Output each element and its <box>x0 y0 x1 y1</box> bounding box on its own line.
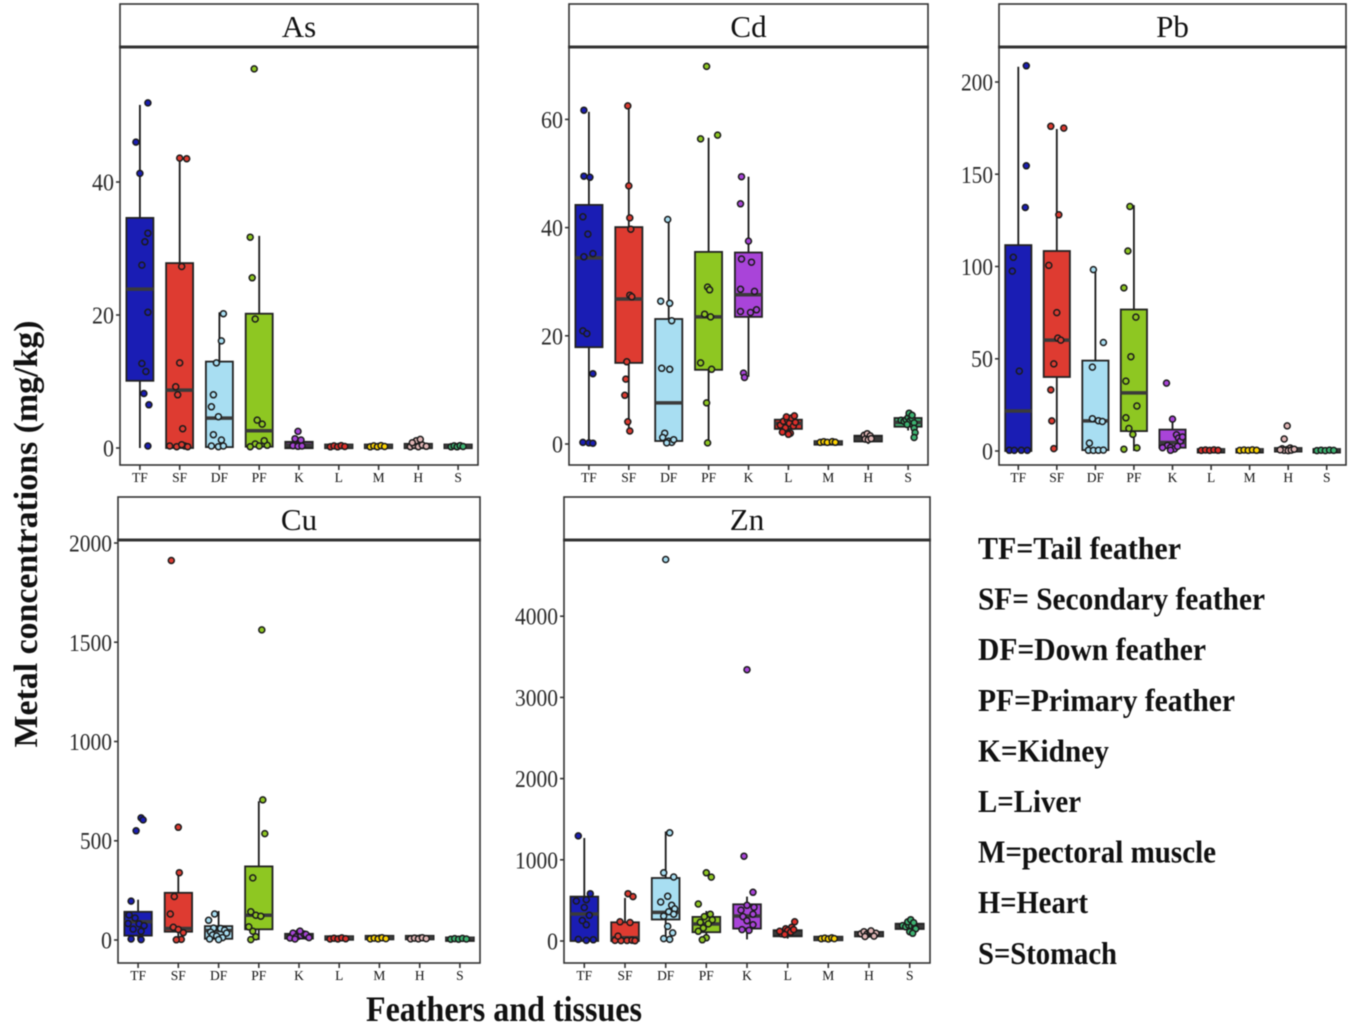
svg-text:3000: 3000 <box>515 686 558 712</box>
svg-text:200: 200 <box>961 71 993 97</box>
svg-text:SF= Secondary feather: SF= Secondary feather <box>978 581 1265 617</box>
svg-text:1000: 1000 <box>515 848 558 874</box>
svg-text:PF: PF <box>699 968 715 983</box>
svg-text:S: S <box>904 470 912 485</box>
svg-text:As: As <box>282 9 316 44</box>
svg-text:40: 40 <box>92 171 114 197</box>
svg-text:L=Liver: L=Liver <box>978 783 1081 819</box>
svg-text:PF: PF <box>251 968 267 983</box>
svg-text:SF: SF <box>1049 470 1065 485</box>
svg-text:TF: TF <box>132 470 148 485</box>
svg-text:40: 40 <box>541 216 563 242</box>
svg-text:M=pectoral muscle: M=pectoral muscle <box>978 834 1216 870</box>
svg-text:60: 60 <box>541 108 563 134</box>
svg-text:2000: 2000 <box>515 767 558 793</box>
svg-text:M: M <box>822 968 834 983</box>
svg-text:DF: DF <box>210 968 228 983</box>
svg-text:S=Stomach: S=Stomach <box>978 935 1117 971</box>
svg-text:TF: TF <box>581 470 597 485</box>
svg-text:TF=Tail feather: TF=Tail feather <box>978 530 1181 566</box>
svg-text:L: L <box>1207 470 1215 485</box>
svg-text:S: S <box>454 470 462 485</box>
svg-text:Zn: Zn <box>730 502 765 537</box>
svg-text:H: H <box>864 968 874 983</box>
svg-text:SF: SF <box>172 470 188 485</box>
svg-text:DF: DF <box>660 470 678 485</box>
svg-text:H: H <box>413 470 423 485</box>
svg-text:DF: DF <box>1087 470 1105 485</box>
svg-text:DF: DF <box>211 470 229 485</box>
svg-text:S: S <box>1323 470 1331 485</box>
svg-text:0: 0 <box>982 440 993 466</box>
svg-text:SF: SF <box>171 968 187 983</box>
svg-text:PF=Primary feather: PF=Primary feather <box>978 682 1235 718</box>
svg-text:Cd: Cd <box>730 9 767 44</box>
svg-text:100: 100 <box>961 255 993 281</box>
svg-text:K: K <box>744 470 754 485</box>
svg-text:M: M <box>1244 470 1256 485</box>
svg-text:S: S <box>456 968 464 983</box>
svg-text:H: H <box>1283 470 1293 485</box>
svg-text:H: H <box>415 968 425 983</box>
svg-text:0: 0 <box>547 930 558 956</box>
svg-text:K: K <box>294 968 304 983</box>
svg-text:L: L <box>335 470 343 485</box>
svg-text:SF: SF <box>621 470 637 485</box>
svg-text:TF: TF <box>130 968 146 983</box>
svg-text:20: 20 <box>92 304 114 330</box>
svg-text:M: M <box>373 968 385 983</box>
svg-text:20: 20 <box>541 324 563 350</box>
svg-text:PF: PF <box>252 470 268 485</box>
svg-text:Metal concentrations (mg/kg): Metal concentrations (mg/kg) <box>8 321 45 748</box>
svg-text:SF: SF <box>617 968 633 983</box>
svg-text:1500: 1500 <box>69 631 112 657</box>
svg-text:S: S <box>906 968 914 983</box>
svg-text:M: M <box>822 470 834 485</box>
svg-text:Cu: Cu <box>281 502 317 537</box>
svg-text:Feathers and tissues: Feathers and tissues <box>366 989 642 1026</box>
svg-text:M: M <box>373 470 385 485</box>
svg-text:TF: TF <box>576 968 592 983</box>
svg-text:500: 500 <box>80 829 112 855</box>
svg-text:H=Heart: H=Heart <box>978 884 1088 920</box>
svg-text:L: L <box>335 968 343 983</box>
svg-text:PF: PF <box>1126 470 1142 485</box>
svg-text:K: K <box>1168 470 1178 485</box>
svg-text:150: 150 <box>961 163 993 189</box>
svg-text:L: L <box>784 470 792 485</box>
svg-text:1000: 1000 <box>69 730 112 756</box>
svg-text:50: 50 <box>971 347 993 373</box>
svg-text:DF: DF <box>657 968 675 983</box>
svg-text:Pb: Pb <box>1156 9 1189 44</box>
svg-text:0: 0 <box>103 437 114 463</box>
svg-text:K: K <box>294 470 304 485</box>
svg-text:4000: 4000 <box>515 605 558 631</box>
svg-text:L: L <box>784 968 792 983</box>
svg-text:DF=Down feather: DF=Down feather <box>978 631 1206 667</box>
svg-text:0: 0 <box>101 929 112 955</box>
svg-text:2000: 2000 <box>69 532 112 558</box>
svg-text:H: H <box>863 470 873 485</box>
svg-text:K: K <box>742 968 752 983</box>
svg-text:PF: PF <box>701 470 717 485</box>
svg-text:0: 0 <box>552 433 563 459</box>
svg-text:TF: TF <box>1010 470 1026 485</box>
svg-text:K=Kidney: K=Kidney <box>978 732 1109 768</box>
